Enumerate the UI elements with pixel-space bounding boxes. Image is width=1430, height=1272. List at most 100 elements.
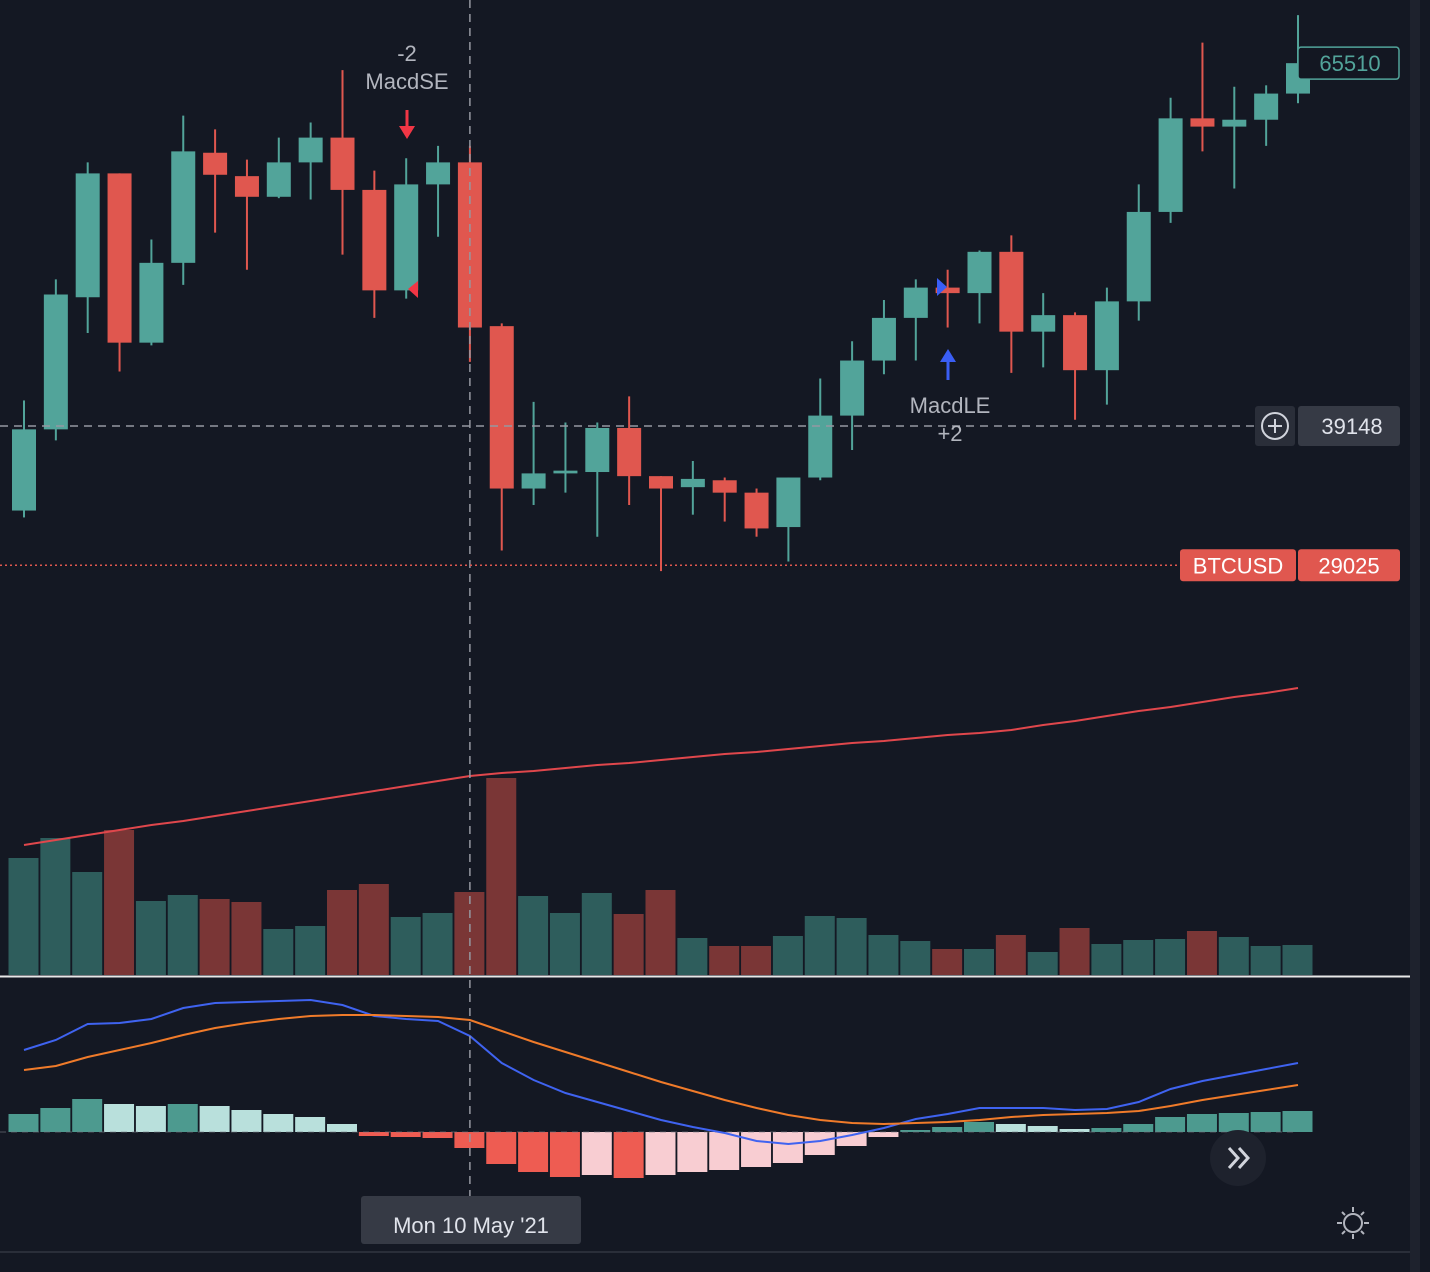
- candle-body: [394, 184, 419, 291]
- volume-bar: [1282, 945, 1313, 975]
- candle-body: [1222, 119, 1247, 127]
- macd-histogram-bar: [8, 1114, 39, 1132]
- volume-bar: [1059, 928, 1090, 975]
- volume-bar: [549, 913, 580, 975]
- macd-histogram-bar: [1059, 1129, 1090, 1132]
- candle-body: [808, 415, 833, 478]
- volume-bar: [1155, 939, 1186, 975]
- candle-body: [967, 251, 992, 294]
- candle-body: [1126, 211, 1151, 302]
- volume-bar: [1218, 937, 1249, 975]
- candle-body: [330, 137, 355, 190]
- macd-histogram-bar: [1186, 1114, 1217, 1132]
- candle-body: [585, 427, 610, 473]
- macd-histogram-bar: [995, 1124, 1026, 1132]
- settings-button[interactable]: [1337, 1207, 1369, 1239]
- candle-body: [617, 427, 642, 477]
- macd-histogram-bar: [263, 1114, 294, 1132]
- macd-histogram-bar: [422, 1132, 453, 1138]
- volume-bar: [1250, 946, 1281, 975]
- volume-bar: [263, 929, 294, 975]
- macd-histogram-bar: [549, 1132, 580, 1177]
- macd-histogram-bar: [231, 1110, 262, 1132]
- candle-body: [203, 152, 228, 175]
- candle-body: [489, 326, 514, 489]
- macd-histogram-bar: [390, 1132, 421, 1137]
- crosshair-plus-icon: [1268, 418, 1282, 433]
- candle-body: [139, 262, 164, 343]
- macd-histogram-bar: [199, 1106, 230, 1132]
- macd-histogram-bar: [518, 1132, 549, 1172]
- plot: [0, 0, 1313, 1196]
- scroll-to-realtime[interactable]: [1210, 1130, 1266, 1186]
- candle-body: [12, 429, 36, 511]
- volume-bar: [772, 936, 803, 975]
- macd-histogram-bar: [167, 1104, 198, 1132]
- candle-body: [426, 162, 451, 185]
- volume-bar: [964, 949, 994, 975]
- volume-bar: [677, 938, 708, 975]
- short-marker: [399, 110, 418, 298]
- macd-histogram-bar: [900, 1130, 931, 1132]
- volume-bar: [581, 893, 612, 975]
- macd-histogram-bar: [1091, 1128, 1122, 1132]
- volume-bar: [613, 914, 644, 975]
- candle-body: [712, 480, 737, 493]
- volume-bar: [454, 892, 485, 975]
- crosshair-price: 39148: [1321, 414, 1382, 439]
- macd-histogram-bar: [868, 1132, 899, 1137]
- candle-body: [776, 477, 801, 528]
- long-marker: [937, 278, 956, 380]
- volume-bar: [900, 941, 931, 975]
- macd-histogram-bar: [72, 1099, 103, 1132]
- candle-body: [1190, 118, 1215, 127]
- price-label-box: [1298, 549, 1400, 582]
- volume-bar: [231, 902, 262, 975]
- macd-histogram-bar: [358, 1132, 389, 1136]
- crosshair-price-box: [1298, 405, 1400, 446]
- crosshair-plus-icon: [1261, 411, 1289, 440]
- volume-bar: [741, 946, 772, 975]
- candle-body: [234, 176, 259, 197]
- volume-ma-line: [23, 687, 1299, 846]
- annotation-label: MacdSE: [365, 69, 448, 94]
- volume-bar: [1027, 952, 1058, 975]
- volume-bar: [40, 838, 71, 975]
- candle-body: [553, 470, 578, 474]
- macd-histogram-bar: [804, 1132, 835, 1155]
- crosshair-date: Mon 10 May '21: [393, 1213, 549, 1238]
- macd-histogram-bar: [486, 1132, 517, 1164]
- symbol-label: BTCUSD: [1193, 553, 1283, 578]
- price-label: 29025: [1318, 553, 1379, 578]
- candle-body: [75, 173, 100, 298]
- volume-bar: [645, 890, 676, 975]
- last-price: 65510: [1319, 51, 1380, 76]
- volume-bar: [167, 895, 198, 975]
- volume-bar: [358, 884, 389, 975]
- volume-bar: [422, 913, 453, 975]
- candle-body: [298, 137, 323, 163]
- candle-body: [840, 360, 865, 416]
- macd-histogram-bar: [40, 1108, 71, 1132]
- candle-body: [999, 251, 1024, 332]
- annotation-count: -2: [397, 41, 417, 66]
- macd-histogram-bar: [135, 1106, 166, 1132]
- volume-bar: [1186, 931, 1217, 975]
- macd-histogram-bar: [327, 1124, 357, 1132]
- macd-histogram-bar: [645, 1132, 676, 1175]
- scrollbar: [1410, 0, 1420, 1272]
- volume-bar: [1091, 944, 1122, 975]
- volume-bar: [932, 949, 963, 975]
- macd-histogram-bar: [1282, 1111, 1313, 1132]
- volume-bar: [995, 935, 1026, 975]
- volume-bar: [518, 896, 549, 975]
- macd-histogram-bar: [613, 1132, 644, 1178]
- candle-body: [43, 294, 68, 430]
- candle-body: [935, 287, 960, 294]
- candle-body: [266, 162, 291, 197]
- candle-body: [1063, 315, 1088, 371]
- macd-histogram-bar: [772, 1132, 803, 1163]
- volume-bar: [868, 935, 899, 975]
